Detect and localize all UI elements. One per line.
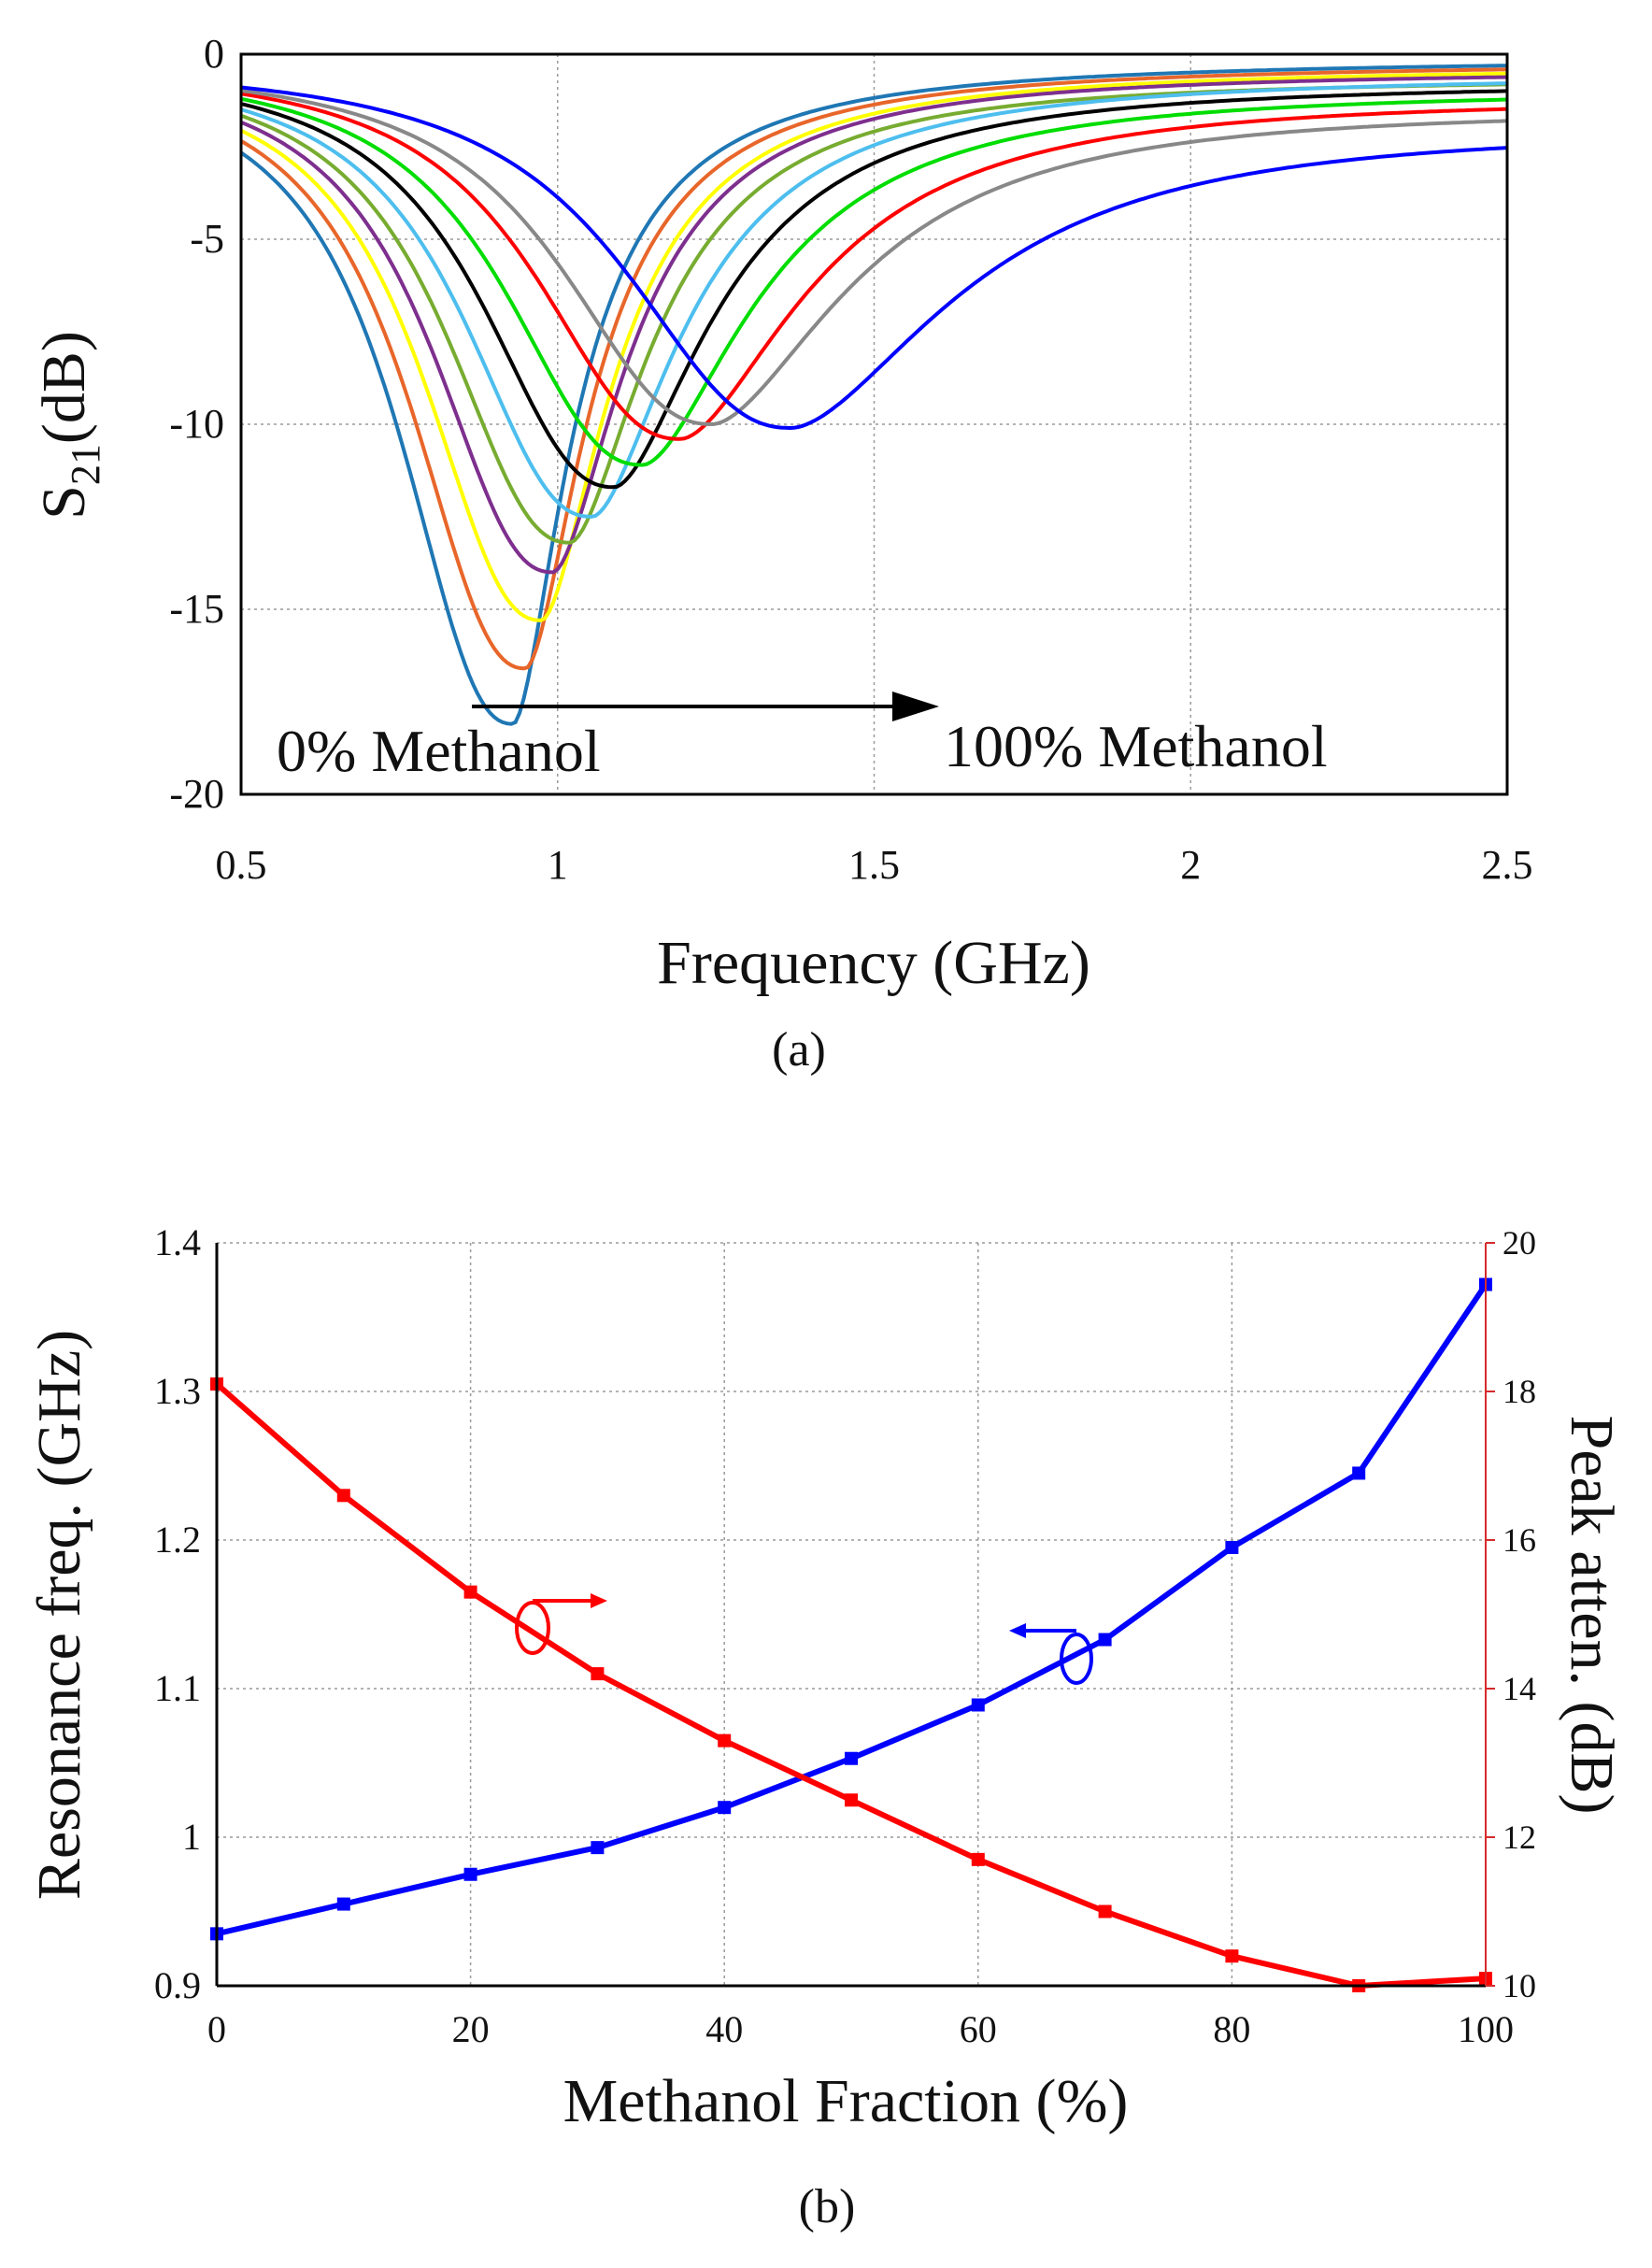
a-y-axis-label-unit: (dB) bbox=[30, 331, 98, 444]
b-left-tick-label: 1 bbox=[182, 1816, 201, 1858]
b-series-line bbox=[215, 1381, 1487, 1989]
b-x-tick-label: 0 bbox=[207, 2008, 226, 2050]
b-blue-indicator-arrowhead bbox=[1009, 1623, 1026, 1638]
b-data-point bbox=[463, 1585, 477, 1599]
a-x-tick-labels: 0.5 1 1.5 2 2.5 bbox=[216, 842, 1533, 888]
b-data-point bbox=[718, 1733, 732, 1747]
a-series-line bbox=[240, 71, 1507, 622]
b-series-group bbox=[210, 1277, 1492, 1992]
b-grid bbox=[217, 1242, 1487, 1986]
panel-a: 0.5 1 1.5 2 2.5 0 -5 -10 -15 -20 0% Methanol 100… bbox=[30, 31, 1533, 1077]
a-series-line bbox=[239, 64, 1508, 726]
b-blue-curve-indicator-ellipse bbox=[1060, 1633, 1093, 1685]
a-series-line bbox=[240, 89, 1508, 427]
b-red-indicator-arrowhead bbox=[591, 1593, 607, 1608]
a-x-tick-label: 0.5 bbox=[216, 842, 267, 888]
a-y-tick-label: -20 bbox=[169, 771, 224, 817]
b-right-tick-label: 20 bbox=[1502, 1224, 1536, 1262]
b-series-line bbox=[216, 1282, 1488, 1937]
a-y-tick-label: 0 bbox=[204, 31, 224, 77]
a-panel-label: (a) bbox=[772, 1023, 826, 1077]
a-series-line bbox=[240, 75, 1508, 575]
a-x-axis-label: Frequency (GHz) bbox=[657, 929, 1090, 997]
a-annotation-right: 100% Methanol bbox=[944, 713, 1328, 779]
b-right-tick-label: 10 bbox=[1502, 1967, 1536, 2004]
b-right-tick-label: 14 bbox=[1502, 1670, 1536, 1707]
a-series-line bbox=[240, 81, 1508, 520]
a-series-group bbox=[239, 64, 1508, 726]
b-x-tick-labels: 0 20 40 60 80 100 bbox=[207, 2008, 1514, 2050]
b-x-axis-label: Methanol Fraction (%) bbox=[563, 2067, 1129, 2135]
a-y-tick-label: -10 bbox=[169, 401, 224, 447]
a-series-line bbox=[240, 85, 1508, 431]
b-left-tick-label: 1.4 bbox=[154, 1221, 201, 1263]
b-left-tick-label: 1.3 bbox=[154, 1370, 201, 1412]
a-y-axis-label: S21(dB) bbox=[30, 331, 108, 520]
b-data-point bbox=[1225, 1540, 1239, 1554]
a-y-tick-label: -5 bbox=[190, 216, 224, 262]
a-series-line bbox=[240, 96, 1508, 467]
a-series-line bbox=[240, 89, 1508, 490]
b-data-point bbox=[1098, 1904, 1112, 1919]
b-right-tick-labels: 10 12 14 16 18 20 bbox=[1486, 1224, 1536, 2004]
b-right-axis-label: Peak atten. (dB) bbox=[1558, 1415, 1626, 1814]
a-y-tick-label: -15 bbox=[169, 586, 224, 632]
a-x-tick-label: 2.5 bbox=[1482, 842, 1533, 888]
b-x-tick-label: 80 bbox=[1213, 2008, 1250, 2050]
b-data-point bbox=[336, 1489, 350, 1503]
b-data-point bbox=[1352, 1466, 1366, 1480]
b-data-point bbox=[1225, 1949, 1239, 1963]
b-left-axis-label: Resonance freq. (GHz) bbox=[25, 1330, 93, 1900]
b-x-tick-label: 60 bbox=[960, 2008, 997, 2050]
a-series-line bbox=[239, 67, 1508, 671]
b-left-tick-label: 1.1 bbox=[154, 1667, 201, 1709]
b-data-point bbox=[591, 1841, 605, 1855]
b-data-point bbox=[463, 1867, 477, 1881]
a-x-tick-label: 1.5 bbox=[848, 842, 900, 888]
a-y-axis-label-sub: 21 bbox=[63, 444, 108, 485]
b-data-point bbox=[971, 1852, 985, 1866]
b-data-point bbox=[718, 1801, 732, 1815]
b-data-point bbox=[971, 1698, 985, 1712]
a-y-axis-label-main: S bbox=[30, 485, 98, 520]
b-panel-label: (b) bbox=[799, 2180, 856, 2233]
a-annotation-left: 0% Methanol bbox=[277, 718, 601, 784]
a-x-tick-label: 2 bbox=[1180, 842, 1201, 888]
panel-b: 0 20 40 60 80 100 0.9 1 1.1 1.2 1.3 1.4 10 12 14 16 18… bbox=[25, 1221, 1626, 2233]
a-y-tick-labels: 0 -5 -10 -15 -20 bbox=[169, 31, 224, 817]
b-x-tick-label: 100 bbox=[1458, 2008, 1514, 2050]
b-right-tick-label: 12 bbox=[1502, 1819, 1536, 1856]
b-data-point bbox=[1098, 1633, 1112, 1647]
b-x-tick-label: 40 bbox=[705, 2008, 743, 2050]
b-data-point bbox=[336, 1897, 350, 1911]
b-left-tick-label: 0.9 bbox=[154, 1964, 201, 2006]
a-annotation-arrow-head bbox=[892, 692, 939, 721]
a-plot-frame bbox=[239, 52, 1509, 796]
a-x-tick-label: 1 bbox=[548, 842, 568, 888]
b-left-tick-label: 1.2 bbox=[154, 1519, 201, 1561]
b-x-tick-label: 20 bbox=[452, 2008, 490, 2050]
b-left-tick-labels: 0.9 1 1.1 1.2 1.3 1.4 bbox=[154, 1221, 201, 2006]
a-series-line bbox=[240, 92, 1508, 441]
b-right-tick-label: 16 bbox=[1502, 1521, 1536, 1559]
b-data-point bbox=[845, 1751, 858, 1765]
a-grid bbox=[241, 54, 1507, 794]
b-data-point bbox=[845, 1793, 858, 1807]
b-data-point bbox=[591, 1667, 605, 1681]
b-right-tick-label: 18 bbox=[1502, 1373, 1536, 1410]
